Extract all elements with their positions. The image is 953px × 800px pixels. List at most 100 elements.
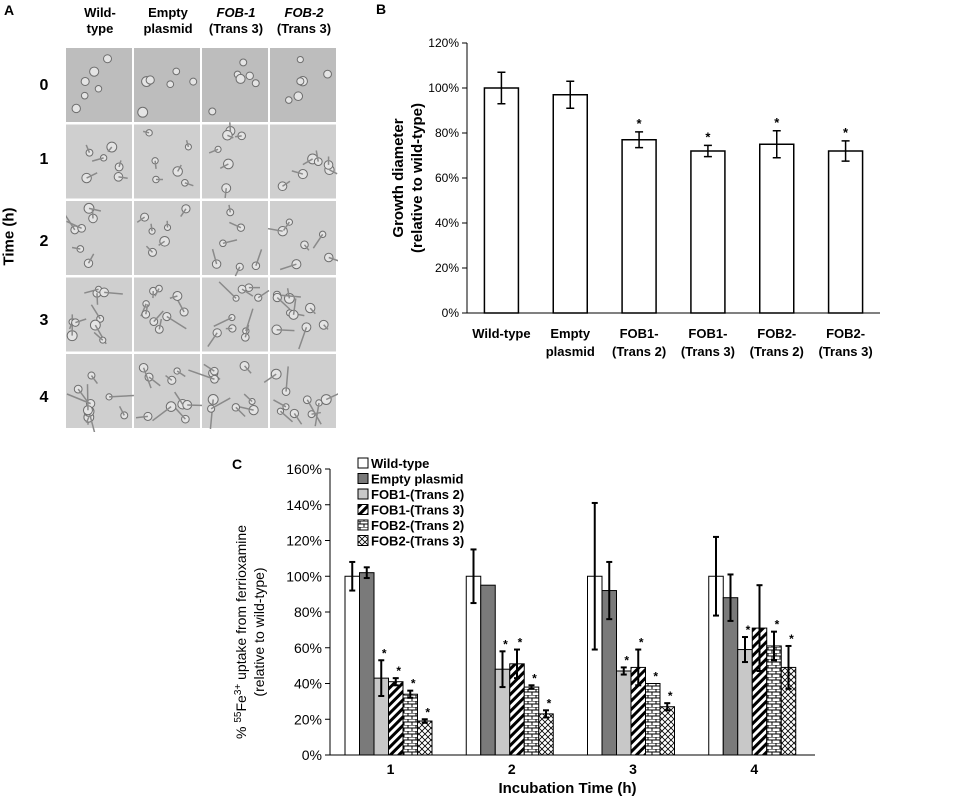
hypha-shape — [244, 324, 250, 338]
x-tick-label: 3 — [629, 761, 637, 777]
hypha-shape — [273, 399, 287, 408]
hypha-shape — [77, 388, 88, 402]
hypha-shape — [174, 391, 184, 405]
significance-star: * — [411, 677, 416, 691]
hypha-shape — [279, 263, 297, 271]
spore-shape — [293, 91, 304, 102]
legend-entry: FOB1-(Trans 2) — [371, 487, 464, 502]
hypha-shape — [136, 216, 146, 223]
row-label-3: 3 — [39, 312, 49, 329]
hypha-shape — [218, 281, 237, 299]
x-tick-label: plasmid — [546, 344, 595, 359]
hypha-shape — [243, 393, 253, 403]
spore-shape — [137, 106, 149, 118]
hypha-shape — [90, 375, 99, 385]
spore-shape — [85, 148, 94, 157]
y-axis-title-line: (relative to wild-type) — [409, 103, 426, 253]
spore-shape — [172, 291, 183, 301]
spore-shape — [296, 77, 305, 86]
row-label-2: 2 — [39, 233, 49, 250]
spore-shape — [189, 77, 198, 86]
hypha-shape — [118, 176, 128, 179]
y-tick-label: 140% — [286, 497, 322, 513]
hypha-shape — [291, 170, 304, 175]
hypha-shape — [107, 146, 113, 153]
y-tick-label: 160% — [286, 461, 322, 477]
significance-star: * — [637, 116, 643, 131]
micrograph-cell — [134, 124, 200, 199]
x-tick-label: FOB2- — [826, 326, 865, 341]
significance-star: * — [653, 670, 658, 684]
hypha-shape — [282, 180, 291, 187]
hypha-shape — [85, 416, 90, 424]
hypha-shape — [257, 289, 270, 299]
hypha-shape — [188, 369, 215, 380]
spore-shape — [323, 69, 332, 79]
hypha-shape — [148, 376, 161, 387]
spore-shape — [251, 79, 260, 88]
micrograph-cell — [202, 354, 268, 428]
y-tick-label: 20% — [435, 261, 459, 275]
hypha-shape — [228, 204, 231, 213]
bar — [659, 706, 675, 756]
hypha-shape — [314, 402, 320, 427]
x-tick-label: (Trans 2) — [750, 344, 804, 359]
hypha-shape — [142, 130, 150, 134]
legend-swatch — [357, 504, 369, 515]
x-tick-label: 1 — [387, 761, 395, 777]
spore-shape — [80, 76, 90, 86]
hypha-shape — [209, 399, 214, 430]
y-axis-title-line: % 55Fe3+ uptake from ferrioxamine — [233, 525, 250, 739]
significance-star: * — [547, 696, 552, 710]
bar — [759, 143, 795, 314]
bar — [417, 720, 433, 756]
spore-shape — [145, 75, 155, 85]
hypha-shape — [235, 406, 246, 418]
hypha-shape — [203, 363, 215, 372]
significance-star: * — [396, 664, 401, 678]
significance-star: * — [843, 125, 849, 140]
spore-shape — [166, 80, 175, 89]
legend-entry: Empty plasmid — [371, 472, 464, 487]
column-header-fob1: FOB-1 (Trans 3) — [208, 5, 264, 36]
panel-a-letter: A — [4, 2, 15, 18]
hypha-shape — [211, 248, 218, 265]
hypha-shape — [118, 160, 122, 168]
significance-star: * — [668, 689, 673, 703]
hypha-shape — [235, 135, 242, 138]
hypha-shape — [234, 266, 241, 277]
hypha-shape — [88, 411, 96, 436]
row-label-4: 4 — [39, 389, 49, 406]
hypha-shape — [213, 316, 233, 327]
panel-b-letter: B — [376, 1, 386, 17]
hypha-shape — [90, 304, 101, 320]
y-axis-title-line: Growth diameter — [390, 118, 407, 237]
bar — [616, 670, 632, 756]
significance-star: * — [518, 636, 523, 650]
hypha-shape — [306, 399, 322, 425]
hypha-shape — [85, 144, 91, 153]
y-tick-label: 120% — [286, 533, 322, 549]
hypha-shape — [91, 157, 104, 162]
hypha-shape — [267, 227, 283, 232]
x-tick-label: Empty — [550, 326, 591, 341]
micrograph-cell — [270, 201, 336, 275]
x-tick-label: 2 — [508, 761, 516, 777]
y-tick-label: 80% — [435, 126, 459, 140]
y-tick-label: 60% — [294, 640, 322, 656]
y-tick-label: 40% — [435, 216, 459, 230]
hypha-shape — [177, 164, 182, 172]
legend-entry: FOB2-(Trans 2) — [371, 518, 464, 533]
hypha-shape — [309, 307, 316, 315]
hypha-shape — [224, 188, 227, 199]
spore-shape — [235, 73, 246, 84]
column-header-wild-type: Wild-type — [84, 5, 116, 36]
hypha-shape — [303, 244, 310, 251]
spore-shape — [228, 314, 236, 322]
x-tick-label: FOB1- — [688, 326, 727, 341]
hypha-shape — [96, 293, 99, 305]
micrograph-grid — [64, 48, 347, 436]
hypha-shape — [86, 172, 98, 179]
hypha-shape — [207, 332, 218, 348]
legend-swatch — [357, 457, 369, 469]
